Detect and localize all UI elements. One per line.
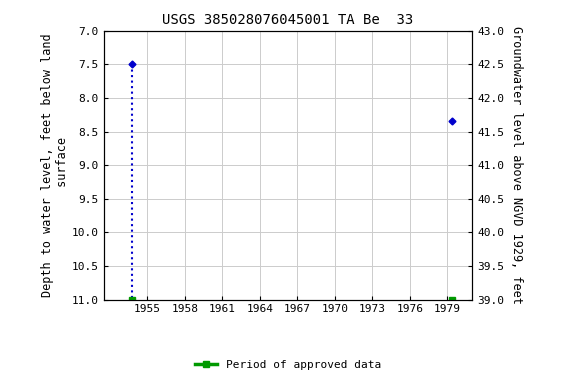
Y-axis label: Depth to water level, feet below land
 surface: Depth to water level, feet below land su… xyxy=(41,33,69,297)
Title: USGS 385028076045001 TA Be  33: USGS 385028076045001 TA Be 33 xyxy=(162,13,414,27)
Y-axis label: Groundwater level above NGVD 1929, feet: Groundwater level above NGVD 1929, feet xyxy=(510,26,523,304)
Legend: Period of approved data: Period of approved data xyxy=(191,356,385,375)
